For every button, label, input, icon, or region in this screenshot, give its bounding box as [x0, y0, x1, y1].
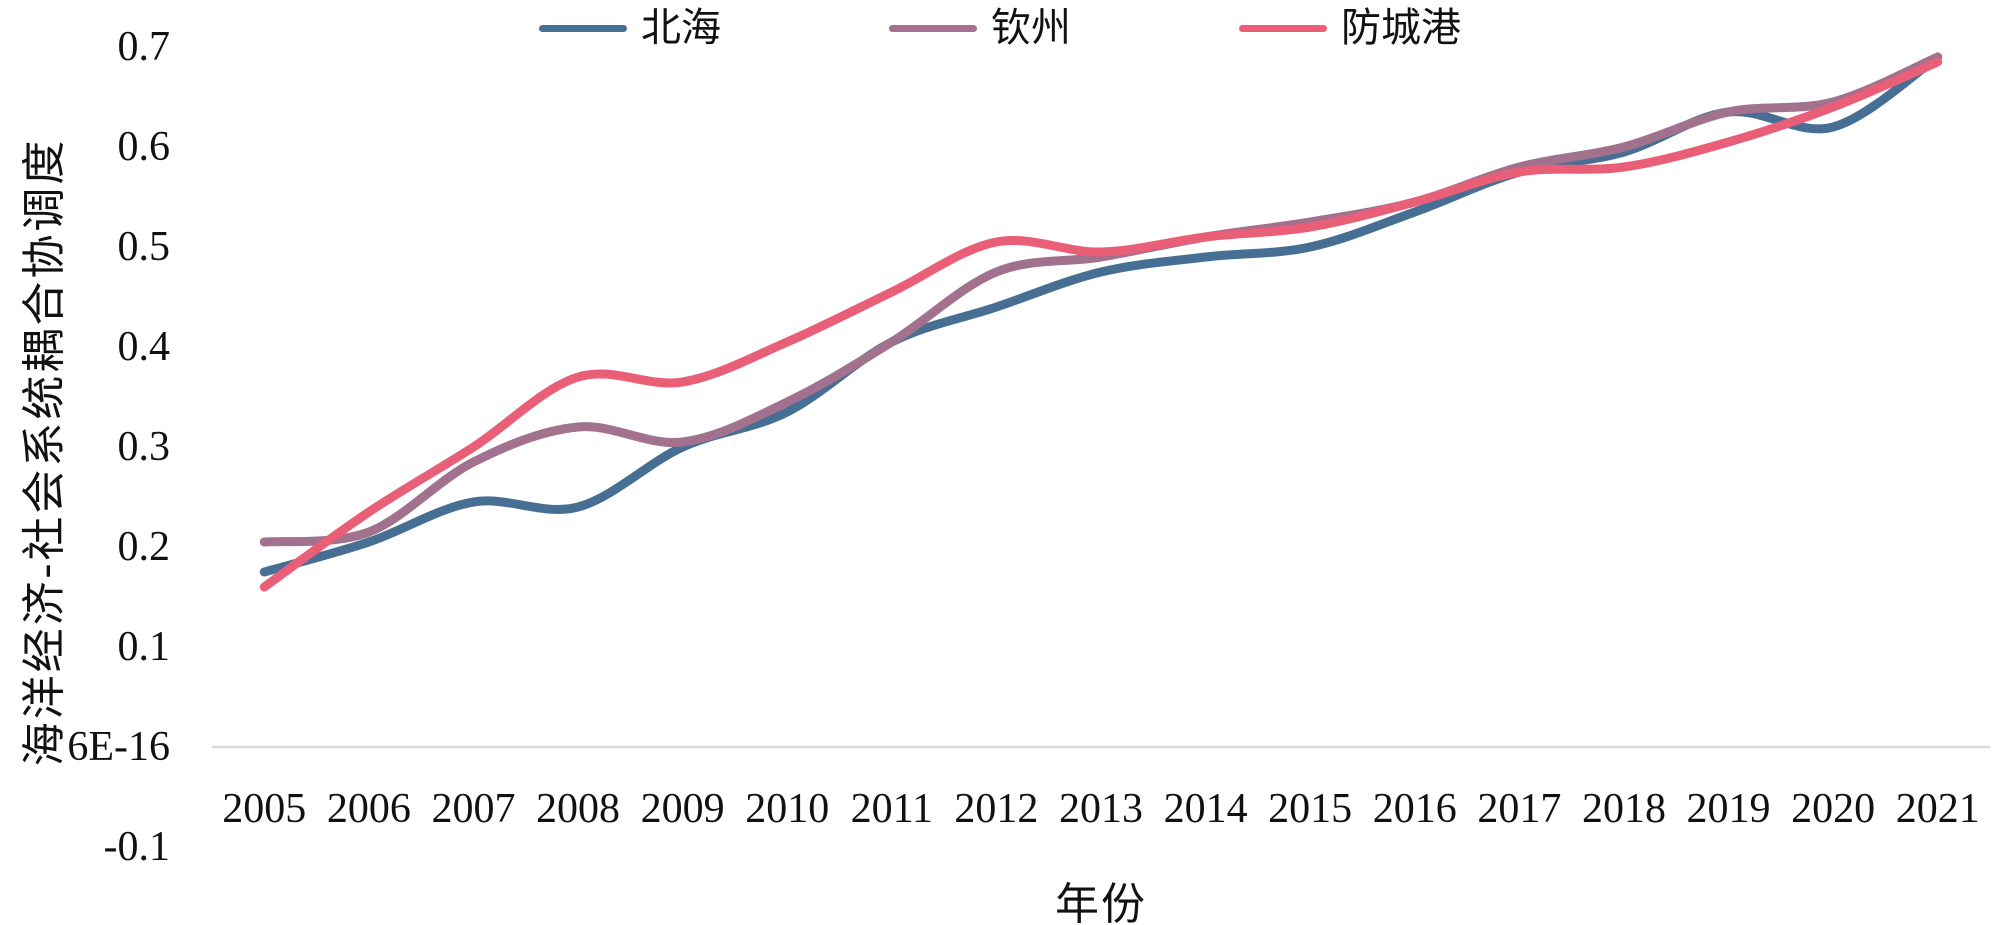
x-tick-label: 2021 [1895, 786, 1980, 832]
x-tick-label: 2017 [1477, 786, 1562, 832]
legend-line-swatch-beihai [539, 24, 627, 32]
series-line-beihai [259, 52, 1943, 577]
y-tick-label: 0.4 [117, 324, 171, 370]
series-line-fangchenggang [259, 57, 1943, 592]
x-tick-label: 2013 [1059, 786, 1143, 832]
legend-item-beihai: 北海 [539, 8, 721, 48]
x-tick-label: 2005 [222, 786, 307, 832]
y-tick-label: 0.6 [117, 124, 171, 170]
legend-label: 北海 [641, 5, 721, 50]
y-tick-label: -0.1 [103, 824, 171, 870]
x-tick-label: 2009 [640, 786, 725, 832]
x-tick-label: 2020 [1791, 786, 1876, 832]
y-tick-label: 6E-16 [67, 724, 170, 770]
x-tick-label: 2016 [1372, 786, 1457, 832]
y-tick-label: 0.1 [117, 624, 171, 670]
legend-line-swatch-fangchenggang [1239, 24, 1327, 32]
legend-line-swatch-qinzhou [889, 24, 977, 32]
x-tick-label: 2015 [1268, 786, 1353, 832]
legend-item-qinzhou: 钦州 [889, 8, 1071, 48]
legend-label: 钦州 [991, 5, 1071, 50]
y-axis-title: 海洋经济-社会系统耦合协调度 [20, 137, 69, 767]
y-tick-label: 0.3 [117, 424, 171, 470]
x-axis-title: 年份 [1055, 880, 1147, 925]
x-tick-label: 2018 [1581, 786, 1666, 832]
x-tick-label: 2007 [431, 786, 516, 832]
y-tick-label: 0.5 [117, 224, 171, 270]
y-tick-label: 0.7 [117, 24, 171, 70]
x-tick-label: 2008 [536, 786, 621, 832]
x-tick-label: 2012 [954, 786, 1039, 832]
x-tick-label: 2014 [1163, 786, 1248, 832]
x-tick-label: 2011 [850, 786, 934, 832]
legend-label: 防城港 [1341, 5, 1461, 50]
legend-item-fangchenggang: 防城港 [1239, 8, 1461, 48]
x-tick-label: 2006 [326, 786, 411, 832]
legend: 北海 钦州 防城港 [0, 4, 2000, 52]
x-tick-label: 2019 [1686, 786, 1771, 832]
x-tick-label: 2010 [745, 786, 830, 832]
series-line-qinzhou [259, 52, 1943, 547]
y-tick-label: 0.2 [117, 524, 171, 570]
